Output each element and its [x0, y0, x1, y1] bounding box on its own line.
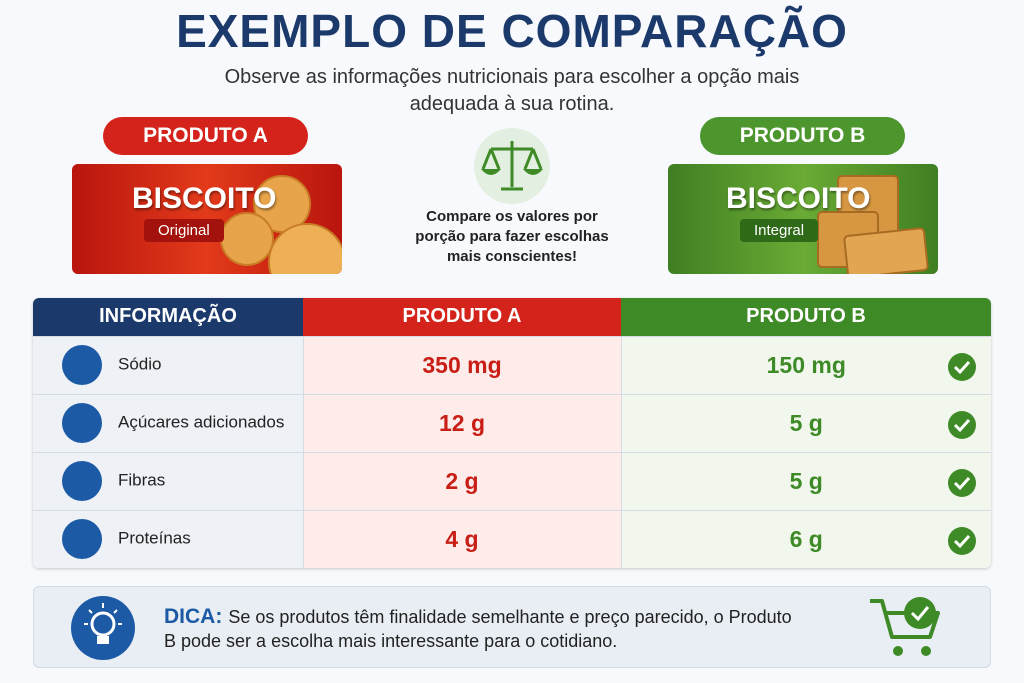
product-a-value: 350 mg	[303, 335, 622, 394]
row-label: Fibras	[118, 470, 166, 490]
table-header: PRODUTO A	[303, 298, 621, 336]
product-name: BISCOITO	[726, 182, 871, 215]
crackers	[817, 175, 929, 274]
check-mark	[953, 476, 971, 490]
row-label-cell: Fibras	[33, 451, 304, 510]
scale-icon	[474, 128, 550, 204]
product-a-value: 2 g	[303, 451, 622, 510]
bulb-icon	[71, 596, 135, 660]
check-circle	[948, 526, 976, 555]
product-b-value: 150 mg	[621, 335, 991, 394]
check-icon	[948, 526, 976, 555]
check-icon	[948, 410, 976, 439]
row-label: Proteínas	[118, 528, 191, 548]
check-icon	[948, 468, 976, 497]
product-b-value: 5 g	[621, 393, 991, 452]
row-label-cell: Sódio	[33, 335, 304, 394]
crackers	[220, 175, 342, 274]
row-label-cell: Açúcares adicionados	[33, 393, 304, 452]
row-label: Açúcares adicionados	[118, 412, 285, 432]
row-icon	[62, 461, 102, 501]
title: EXEMPLO DE COMPARAÇÃO	[176, 5, 848, 57]
subtitle: Observe as informações nutricionais para…	[224, 66, 800, 115]
check-mark	[953, 360, 971, 374]
row-icon	[62, 403, 102, 443]
tip-box: DICA: Se os produtos têm finalidade semel…	[33, 586, 991, 668]
row-label: Sódio	[118, 354, 162, 374]
product-package: BISCOITO Integral	[668, 164, 938, 274]
tip-body: Se os produtos têm finalidade semelhante…	[164, 607, 792, 651]
row-icon	[62, 345, 102, 385]
product-b-value: 5 g	[621, 451, 991, 510]
product-package: BISCOITO Original	[72, 164, 342, 274]
comparison-table: INFORMAÇÃO PRODUTO A PRODUTO B Sódio 350 …	[33, 298, 991, 568]
product-label: PRODUTO A	[103, 117, 308, 155]
product-variant: Integral	[740, 219, 819, 242]
check-circle	[948, 468, 976, 497]
tip-text: DICA: Se os produtos têm finalidade semel…	[164, 605, 804, 653]
product-variant: Original	[144, 219, 224, 242]
product-label: PRODUTO B	[700, 117, 905, 155]
table-header: INFORMAÇÃO	[33, 298, 303, 336]
check-circle	[948, 410, 976, 439]
check-icon	[948, 352, 976, 381]
product-name: BISCOITO	[132, 182, 277, 215]
tip-label: DICA:	[164, 605, 223, 628]
table-header: PRODUTO B	[621, 298, 991, 336]
table-body: Sódio 350 mg 150 mg Açúcares adicionados 12 …	[33, 335, 991, 568]
check-circle	[948, 352, 976, 381]
row-label-cell: Proteínas	[33, 509, 304, 568]
product-a-value: 4 g	[303, 509, 622, 568]
product-b-value: 6 g	[621, 509, 991, 568]
check-mark	[953, 534, 971, 548]
cart-icon	[870, 597, 940, 656]
note: Compare os valores por porção para fazer…	[415, 208, 609, 265]
product-a-value: 12 g	[303, 393, 622, 452]
table-row: Sódio 350 mg 150 mg	[33, 335, 991, 394]
check-mark	[953, 418, 971, 432]
row-icon	[62, 519, 102, 560]
